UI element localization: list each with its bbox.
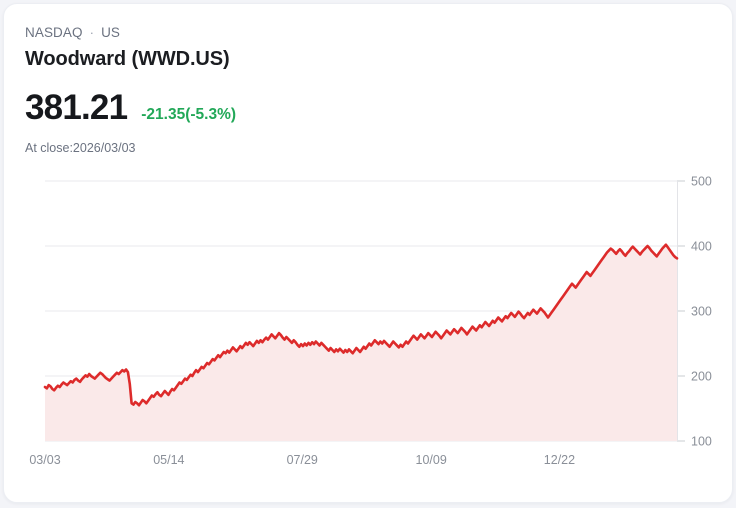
page-title: Woodward (WWD.US): [25, 48, 230, 70]
market-status: At close:2026/03/03: [25, 141, 136, 155]
y-axis-tick-label: 100: [691, 435, 712, 449]
current-price: 381.21: [25, 88, 128, 127]
stock-quote-card: NASDAQ · US Woodward (WWD.US) 381.21 -21…: [3, 3, 733, 503]
x-axis-tick-label: 05/14: [153, 453, 184, 464]
price-row: 381.21 -21.35(-5.3%): [25, 88, 236, 128]
y-axis-tick-label: 200: [691, 370, 712, 384]
price-change: -21.35(-5.3%): [141, 106, 237, 123]
exchange-row: NASDAQ · US: [25, 24, 236, 42]
price-area-fill: [45, 244, 677, 441]
price-line: [43, 243, 679, 407]
y-axis-tick-label: 400: [691, 240, 712, 254]
x-axis-tick-label: 12/22: [544, 453, 575, 464]
region-label: US: [101, 25, 121, 40]
y-axis-tick-label: 500: [691, 175, 712, 189]
separator-dot: ·: [89, 25, 95, 40]
exchange-label: NASDAQ: [25, 25, 83, 40]
quote-header: NASDAQ · US Woodward (WWD.US) 381.21 -21…: [25, 24, 236, 157]
chart-canvas[interactable]: 100 200 300 400 500 03/03 05/14 07/29 10/09 12/2…: [4, 164, 733, 465]
y-axis-labels: 100 200 300 400 500: [691, 175, 712, 449]
price-chart[interactable]: 100 200 300 400 500 03/03 05/14 07/29 10/09 12/2…: [4, 164, 733, 465]
x-axis-labels: 03/03 05/14 07/29 10/09 12/22: [29, 453, 575, 464]
x-axis-tick-label: 10/09: [416, 453, 447, 464]
y-axis-tick-label: 300: [691, 305, 712, 319]
x-axis-tick-label: 03/03: [29, 453, 60, 464]
x-axis-tick-label: 07/29: [287, 453, 318, 464]
